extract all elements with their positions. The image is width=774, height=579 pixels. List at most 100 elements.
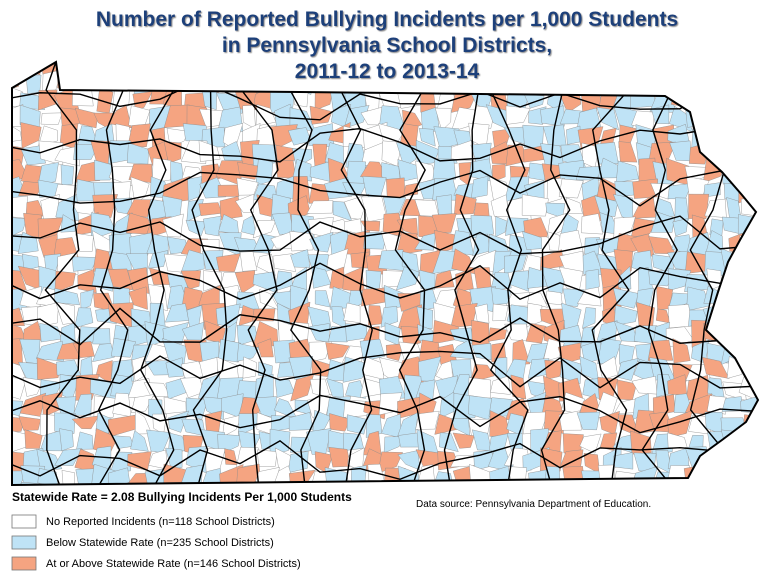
district [746, 62, 758, 78]
county-border [240, 62, 279, 485]
district [146, 234, 169, 255]
district [252, 220, 276, 239]
district [597, 62, 621, 73]
district [651, 484, 676, 485]
district [725, 304, 748, 331]
district [594, 195, 619, 217]
district [558, 410, 582, 431]
district [180, 249, 205, 275]
district [706, 123, 729, 145]
district [578, 62, 603, 75]
district [471, 343, 492, 361]
district [180, 464, 204, 485]
district [546, 178, 565, 204]
district [739, 287, 758, 306]
district [738, 272, 758, 294]
district [522, 231, 542, 250]
district [94, 159, 113, 181]
county-border [489, 62, 529, 485]
county-border [12, 394, 758, 434]
district [618, 141, 638, 163]
district [434, 269, 455, 289]
district [236, 177, 259, 196]
county-border [641, 62, 679, 485]
district [80, 289, 95, 311]
district [236, 343, 260, 362]
district [361, 287, 386, 307]
district [181, 62, 208, 78]
county-border [540, 62, 571, 485]
district [18, 416, 42, 431]
district [527, 62, 546, 76]
district [77, 269, 97, 294]
district [726, 287, 745, 311]
district [702, 357, 730, 379]
district [725, 88, 747, 109]
district [242, 105, 256, 130]
district [742, 130, 758, 144]
district [614, 74, 640, 95]
district [726, 121, 744, 144]
district [147, 62, 166, 77]
district [703, 182, 721, 198]
district [684, 484, 712, 485]
county-border [44, 62, 81, 485]
district [20, 122, 42, 149]
district [12, 399, 24, 417]
district [467, 377, 491, 401]
district [71, 256, 99, 272]
district [343, 432, 364, 451]
district [152, 157, 172, 184]
district [74, 160, 101, 183]
district [760, 395, 774, 417]
district [761, 147, 774, 168]
district [653, 62, 668, 77]
district [723, 324, 741, 348]
district [613, 287, 639, 309]
district [743, 447, 758, 475]
data-source: Data source: Pennsylvania Department of … [416, 499, 651, 510]
county-border [12, 307, 758, 346]
district [130, 62, 153, 76]
district [288, 469, 316, 485]
district [669, 140, 692, 162]
district [59, 428, 74, 452]
district [741, 430, 758, 451]
district [577, 286, 602, 307]
district [595, 68, 619, 95]
district [163, 396, 187, 414]
county-borders [12, 62, 758, 485]
county-border [591, 62, 630, 485]
district [613, 305, 638, 326]
district [727, 141, 747, 163]
district [576, 411, 600, 431]
district [689, 77, 712, 94]
district [12, 62, 24, 76]
district [709, 62, 730, 75]
district [615, 160, 639, 183]
district [328, 326, 352, 343]
district [257, 338, 274, 358]
district [198, 202, 223, 216]
district [757, 358, 758, 383]
district [434, 107, 452, 131]
county-border [12, 126, 758, 163]
district [580, 71, 605, 92]
district [739, 235, 758, 259]
district [36, 357, 61, 380]
district [363, 231, 387, 250]
district [378, 249, 407, 271]
district [130, 430, 149, 452]
district [512, 339, 531, 366]
district [505, 105, 531, 125]
district [720, 62, 744, 77]
district [397, 450, 421, 471]
district [112, 75, 135, 90]
district [74, 307, 94, 329]
district [72, 68, 100, 90]
district [765, 249, 774, 274]
district [21, 253, 39, 271]
district [761, 448, 774, 470]
